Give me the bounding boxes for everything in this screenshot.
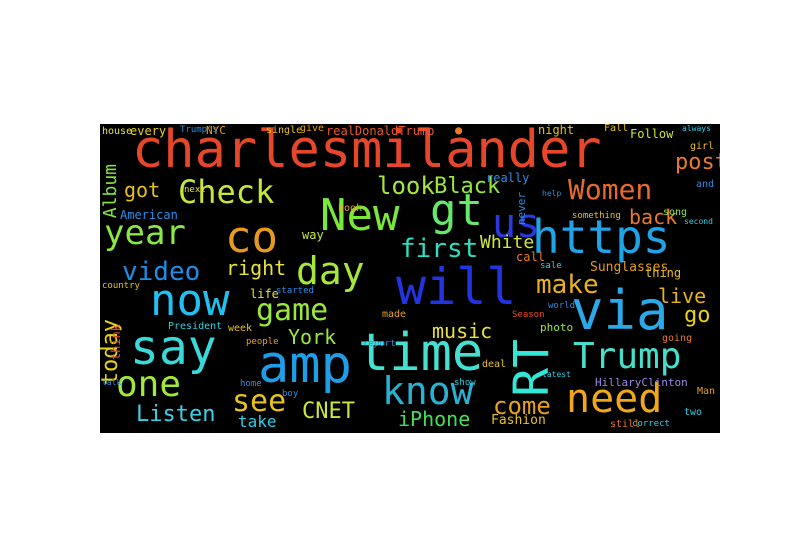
word-will: will xyxy=(396,258,517,316)
word-post: post xyxy=(675,150,720,175)
word-man: Man xyxy=(697,386,716,397)
word-nyc: NYC xyxy=(206,124,226,137)
word-trumps: Trump's xyxy=(180,125,218,135)
word-hillaryclinton: HillaryClinton xyxy=(595,376,688,389)
word-follow: Follow xyxy=(630,127,674,141)
word-latest: latest xyxy=(542,370,571,379)
word-cnet: CNET xyxy=(302,399,355,424)
word-take: take xyxy=(238,412,277,431)
word-world: world xyxy=(548,301,576,311)
word-charlesmilander: charlesmilander xyxy=(132,124,602,180)
word-right: right xyxy=(226,256,287,280)
word-song: song xyxy=(663,207,688,218)
word-realdonaldtrump: realDonaldTrump xyxy=(326,124,435,138)
word-correct: correct xyxy=(632,419,670,429)
word-help: help xyxy=(542,189,562,198)
word-and: and xyxy=(696,179,715,190)
word-got: got xyxy=(124,178,161,202)
word-cloud: charlesmilander https amp time will via … xyxy=(100,124,720,433)
word-something: something xyxy=(572,211,621,221)
word-need: need xyxy=(566,376,663,422)
word-sale: sale xyxy=(540,261,562,271)
word-time: time xyxy=(358,323,484,383)
word-see: see xyxy=(232,384,287,419)
word-us: us xyxy=(492,201,541,247)
word-album: Album xyxy=(100,164,121,219)
word-two: two xyxy=(684,407,703,418)
word-house: house xyxy=(102,126,133,137)
word-women: Women xyxy=(568,173,653,206)
word-trump: Trump xyxy=(573,336,682,377)
word-going: going xyxy=(662,333,693,344)
word-new: New xyxy=(320,190,400,241)
word-live: live xyxy=(658,284,707,308)
word-fall: Fall xyxy=(604,124,629,134)
word-go: go xyxy=(684,303,711,328)
word-now: now xyxy=(150,275,230,326)
word-never: never xyxy=(515,192,528,226)
word-deal: deal xyxy=(482,359,507,370)
word-boy: boy xyxy=(282,389,299,399)
word-https: https xyxy=(532,210,671,264)
decorative-dot: ● xyxy=(455,124,463,137)
word-single: single xyxy=(266,125,303,136)
word-always: always xyxy=(682,124,711,133)
word-back: back xyxy=(629,205,678,229)
word-say: say xyxy=(130,320,217,376)
word-next: next xyxy=(184,185,206,195)
word-night: night xyxy=(538,124,575,137)
word-started: started xyxy=(276,286,314,296)
word-call: call xyxy=(516,250,545,264)
word-home: home xyxy=(240,379,262,389)
word-american: American xyxy=(120,208,178,222)
word-come: come xyxy=(493,392,551,420)
word-first: first xyxy=(400,234,479,264)
word-season: Season xyxy=(512,310,545,320)
word-make: make xyxy=(536,270,599,300)
word-one: one xyxy=(116,364,182,405)
word-game: game xyxy=(256,293,329,328)
word-amp: amp xyxy=(258,335,352,395)
word-rt: RT xyxy=(504,339,560,397)
word-black: Black xyxy=(434,174,501,199)
word-know: know xyxy=(382,369,474,413)
word-music: music xyxy=(432,319,493,343)
word-listen: Listen xyxy=(136,402,216,427)
word-made: made xyxy=(382,309,407,320)
word-talk: talk xyxy=(102,378,122,387)
word-year: year xyxy=(104,213,186,253)
word-thing: thing xyxy=(645,266,682,280)
word-life: life xyxy=(250,287,279,301)
word-white: White xyxy=(480,232,535,253)
word-country: country xyxy=(102,281,140,291)
word-gt: gt xyxy=(430,185,483,236)
word-girl: girl xyxy=(690,141,715,152)
word-still: still xyxy=(610,419,641,430)
word-check: Check xyxy=(178,173,275,211)
word-show: show xyxy=(454,378,476,388)
word-people: people xyxy=(246,337,279,347)
word-photo: photo xyxy=(540,321,574,334)
word-think: think xyxy=(109,324,123,361)
word-report: report xyxy=(363,339,396,349)
word-president: President xyxy=(168,321,223,332)
word-book: book xyxy=(338,203,363,214)
word-co: co xyxy=(225,212,278,263)
word-fashion: Fashion xyxy=(491,413,546,428)
word-second: second xyxy=(684,217,713,226)
word-day: day xyxy=(296,249,365,293)
word-way: way xyxy=(302,228,324,242)
word-look: look xyxy=(377,172,435,200)
word-sunglasses: Sunglasses xyxy=(590,260,669,275)
word-give: give xyxy=(300,124,325,134)
word-every: every xyxy=(130,124,167,138)
word-via: via xyxy=(571,279,669,342)
word-really: really xyxy=(486,171,530,185)
word-york: York xyxy=(288,325,337,349)
word-week: week xyxy=(228,323,253,334)
word-video: video xyxy=(122,257,201,287)
word-iphone: iPhone xyxy=(398,407,471,431)
